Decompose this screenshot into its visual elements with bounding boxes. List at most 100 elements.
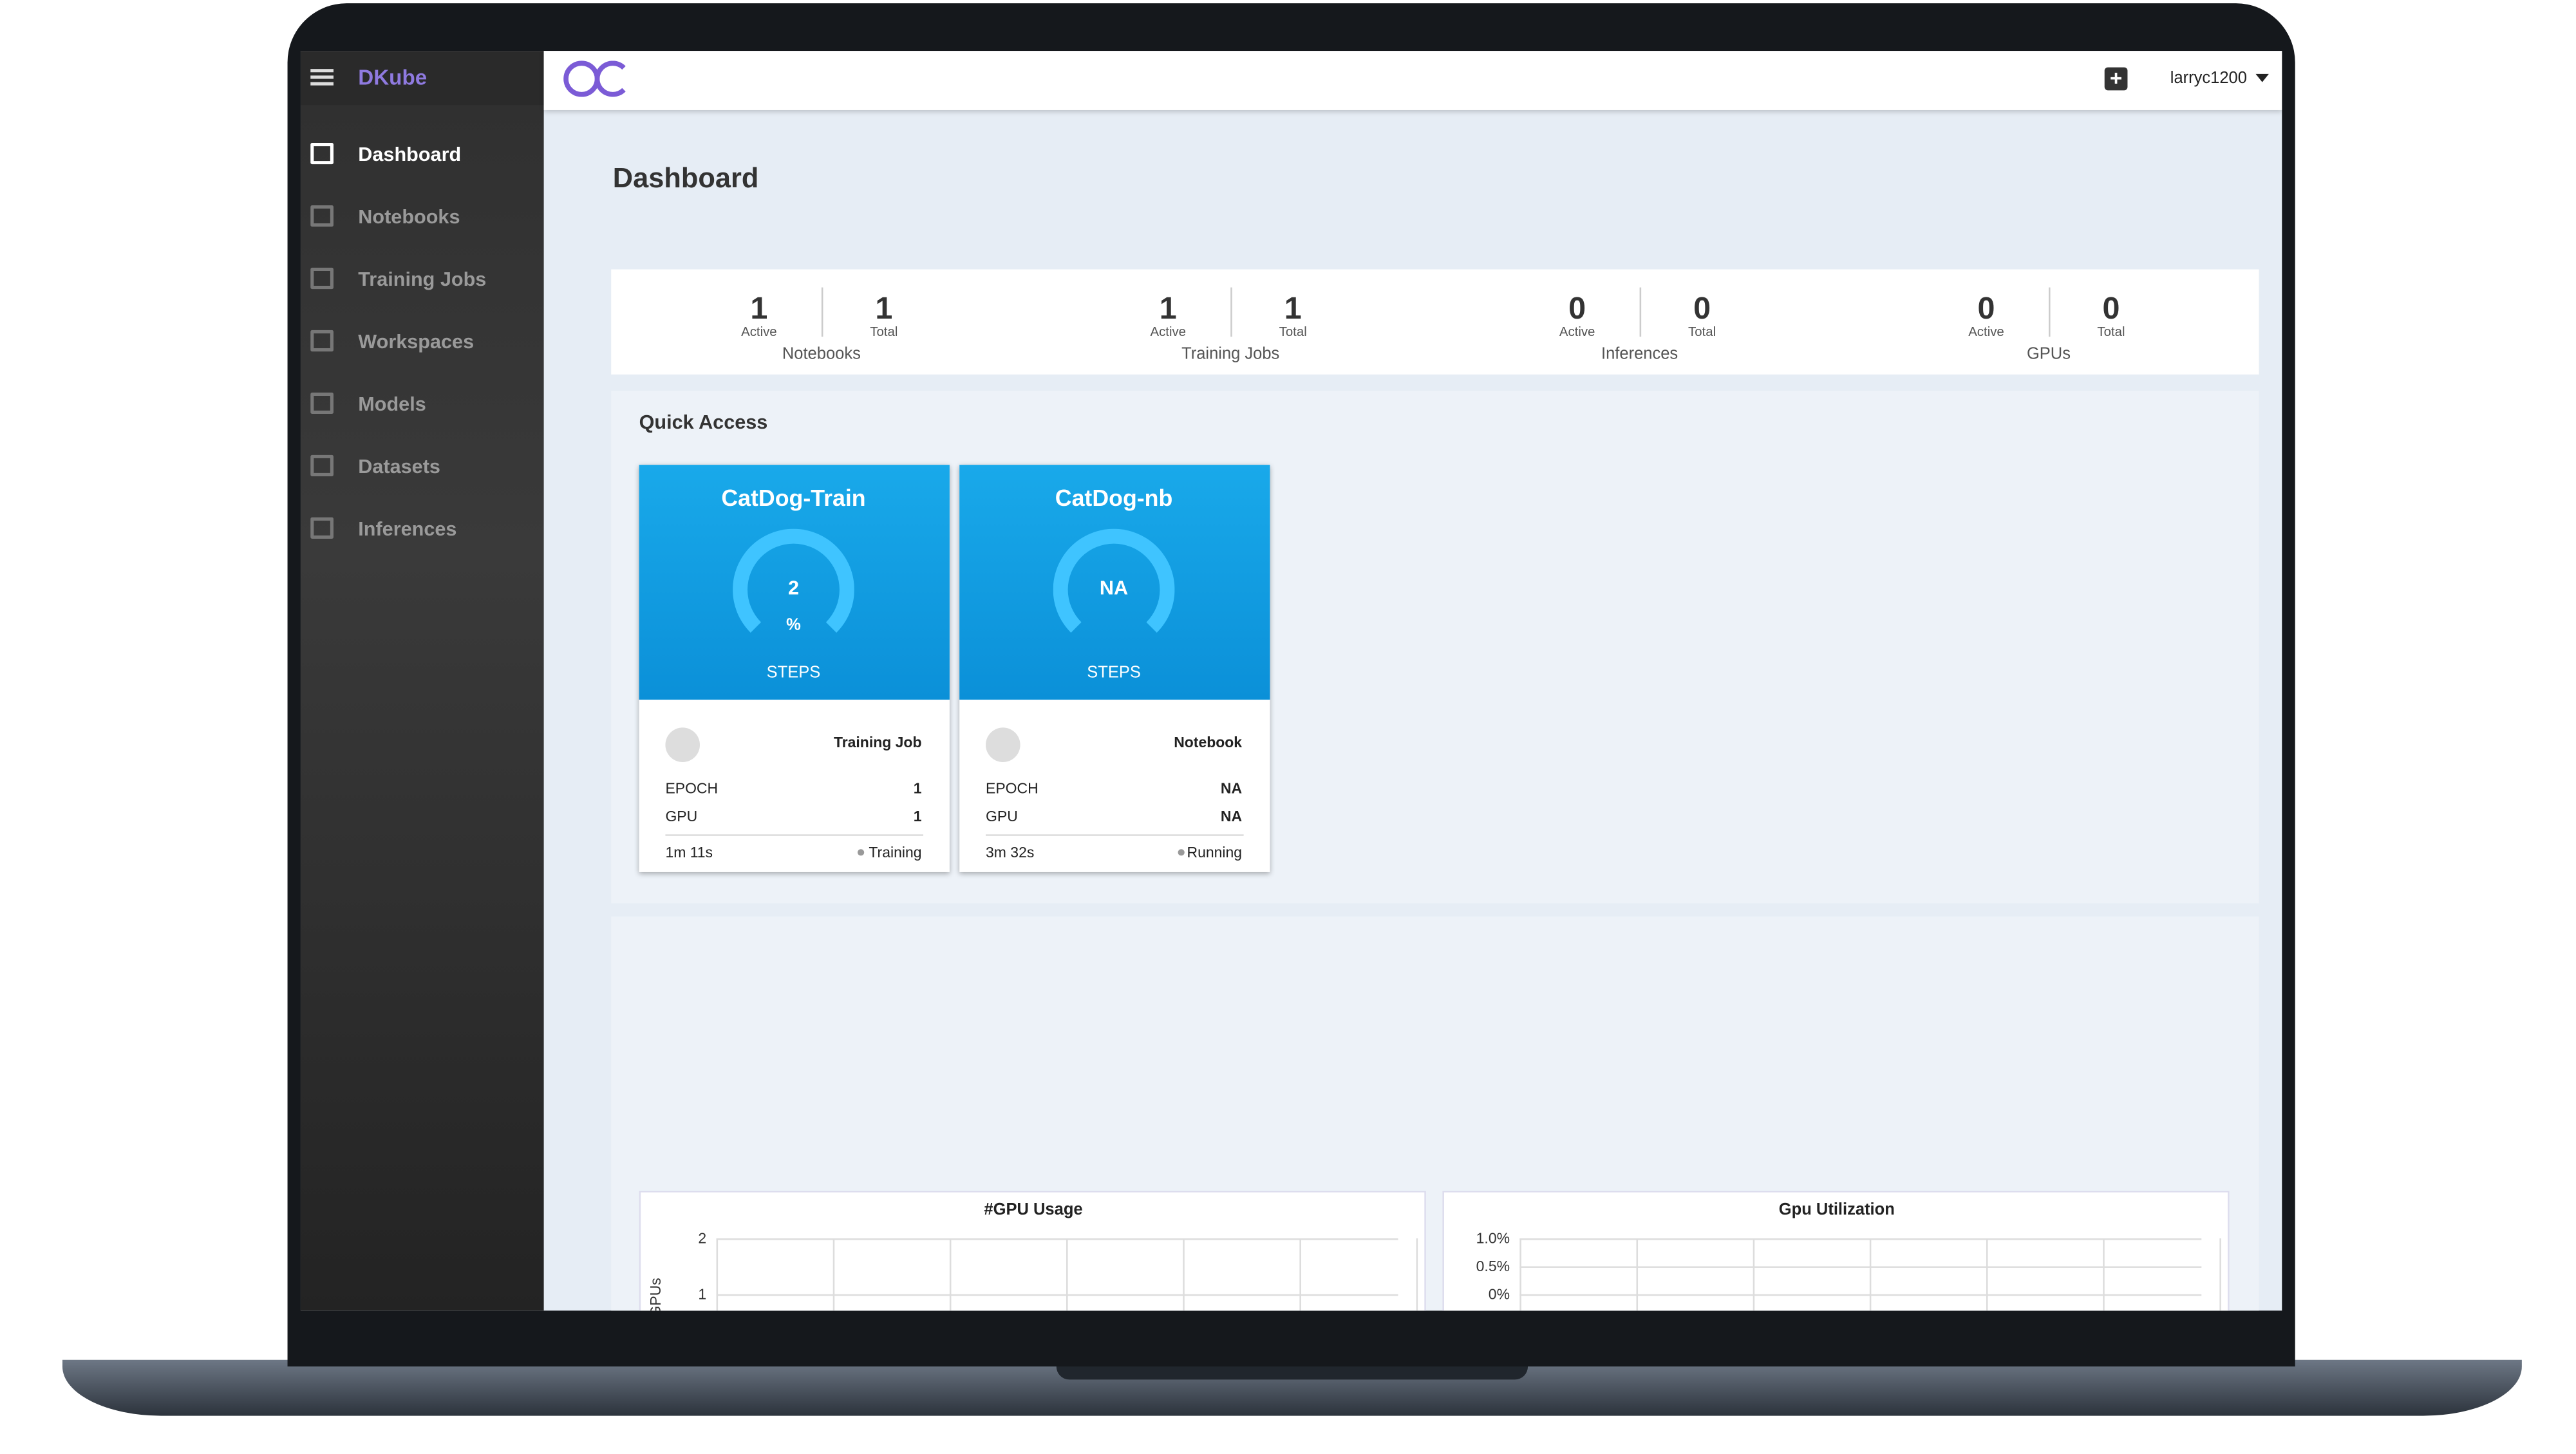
stat-label: Notebooks — [782, 346, 861, 364]
nav-item[interactable]: Dashboard — [358, 142, 462, 166]
y-tick-label: 1.0% — [1476, 1230, 1510, 1247]
brand: DKube — [358, 64, 428, 90]
stat-total-label: Total — [1279, 324, 1307, 339]
y-axis-label: GPUs — [647, 1278, 664, 1311]
grid-line — [1986, 1238, 1988, 1311]
y-tick-label: 0.5% — [1476, 1258, 1510, 1275]
nav-item[interactable]: Notebooks — [358, 205, 460, 228]
card-divider — [665, 834, 924, 836]
nav-icon — [310, 517, 334, 539]
stat-label: Inferences — [1601, 346, 1678, 364]
y-tick-label: 2 — [698, 1230, 707, 1247]
stat-total-label: Total — [1688, 324, 1716, 339]
chart-title: #GPU Usage — [984, 1201, 1083, 1220]
quick-access-title: Quick Access — [639, 410, 768, 434]
grid-line — [832, 1238, 835, 1311]
grid-line — [1753, 1238, 1755, 1311]
status-dot — [857, 849, 865, 856]
stat-label: Training Jobs — [1181, 346, 1280, 364]
grid-line — [1636, 1238, 1639, 1311]
chart-title: Gpu Utilization — [1778, 1201, 1895, 1220]
steps-label: STEPS — [1087, 664, 1141, 683]
screen: DKube Dashboard Notebooks Training Jobs Work… — [300, 51, 2282, 1311]
row-value: 1 — [913, 808, 922, 825]
grid-line — [716, 1238, 719, 1311]
stat-active: 0 — [1568, 292, 1586, 327]
grid-line — [1519, 1266, 2202, 1268]
y-tick-label: 0% — [1488, 1285, 1510, 1303]
stat-divider — [1230, 287, 1232, 337]
nav-icon — [310, 267, 334, 290]
stat-active: 1 — [750, 292, 768, 327]
nav-item[interactable]: Workspaces — [358, 330, 475, 353]
grid-line — [716, 1294, 1398, 1296]
stat-divider — [2048, 287, 2051, 337]
row-value: NA — [1220, 808, 1243, 825]
sidebar-top — [300, 51, 544, 106]
nav-item[interactable]: Inferences — [358, 517, 457, 541]
stat-active: 0 — [1977, 292, 1995, 327]
row-label: EPOCH — [665, 780, 719, 797]
gauge-unit: % — [786, 617, 801, 635]
stat-active: 1 — [1159, 292, 1177, 327]
grid-line — [1299, 1238, 1301, 1311]
user-menu[interactable]: larryc1200 — [2170, 70, 2247, 88]
add-button[interactable]: + — [2104, 67, 2128, 91]
row-label: GPU — [665, 808, 698, 825]
nav-item[interactable]: Training Jobs — [358, 267, 487, 291]
stats-panel — [611, 269, 2259, 375]
card-icon — [986, 727, 1020, 762]
page-title: Dashboard — [612, 162, 759, 194]
stat-total-label: Total — [2097, 324, 2125, 339]
nav-icon — [310, 142, 334, 165]
row-value: NA — [1220, 780, 1243, 797]
chart — [639, 1190, 1426, 1311]
card-kind: Notebook — [1174, 734, 1243, 751]
row-label: GPU — [986, 808, 1018, 825]
stat-divider — [1639, 287, 1642, 337]
stat-total: 0 — [2102, 292, 2120, 327]
gauge-value: 2 — [787, 576, 800, 600]
nav-icon — [310, 454, 334, 476]
card-name: CatDog-nb — [1055, 484, 1173, 511]
sidebar — [300, 51, 544, 1311]
grid-line — [716, 1238, 1398, 1240]
status-dot — [1178, 849, 1185, 856]
y-tick-label: 1 — [698, 1285, 707, 1303]
duration: 3m 32s — [986, 844, 1035, 861]
stat-divider — [821, 287, 823, 337]
caret — [2255, 73, 2269, 82]
grid-line — [949, 1238, 952, 1311]
grid-line — [2103, 1238, 2105, 1311]
nav-icon — [310, 205, 334, 227]
stat-active-label: Active — [1150, 324, 1187, 339]
top-bar — [543, 51, 2282, 110]
gauge-value: NA — [1099, 576, 1129, 600]
card-divider — [986, 834, 1244, 836]
stat-active-label: Active — [1559, 324, 1595, 339]
nav-item[interactable]: Datasets — [358, 454, 440, 478]
card-name: CatDog-Train — [721, 484, 866, 511]
stat-active-label: Active — [1968, 324, 2004, 339]
status: Training — [869, 844, 922, 861]
stat-total: 1 — [875, 292, 893, 327]
grid-line — [1519, 1238, 2202, 1240]
grid-line — [1066, 1238, 1068, 1311]
nav-item[interactable]: Models — [358, 392, 426, 416]
menu-icon[interactable] — [310, 69, 334, 86]
nav-icon — [310, 330, 334, 352]
stat-total: 0 — [1693, 292, 1711, 327]
grid-line — [1183, 1238, 1185, 1311]
logo-right — [594, 61, 631, 97]
nav-icon — [310, 392, 334, 415]
steps-label: STEPS — [766, 664, 821, 683]
chart — [1442, 1190, 2230, 1311]
row-label: EPOCH — [986, 780, 1039, 797]
grid-line — [1519, 1294, 2202, 1296]
card-kind: Training Job — [833, 734, 922, 751]
stat-total-label: Total — [870, 324, 898, 339]
duration: 1m 11s — [665, 844, 713, 861]
stat-active-label: Active — [741, 324, 777, 339]
stat-label: GPUs — [2026, 346, 2071, 364]
